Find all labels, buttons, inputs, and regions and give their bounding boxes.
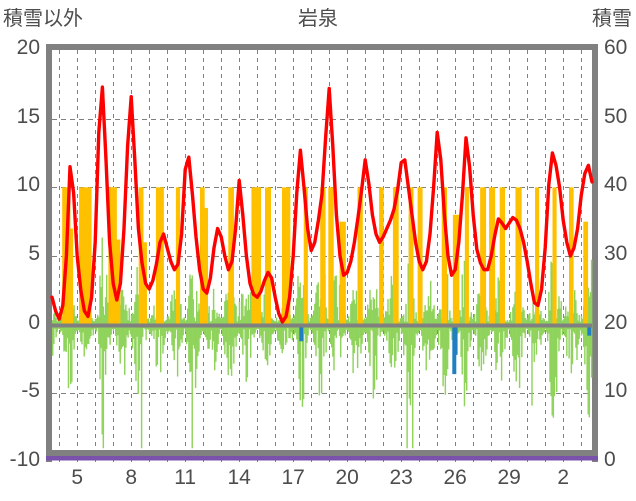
right-axis-title: 積雪 — [592, 8, 632, 30]
chart-title: 岩泉 — [298, 8, 338, 30]
y-right-tick-label: 50 — [604, 104, 628, 128]
y-right-tick-label: 20 — [604, 310, 628, 334]
y-right-tick-label: 60 — [604, 36, 628, 59]
y-right-tick-label: 40 — [604, 173, 628, 197]
x-tick-label: 8 — [125, 466, 138, 489]
y-right-tick-label: 30 — [604, 242, 628, 265]
x-tick-label: 2 — [557, 466, 570, 489]
plot-area — [46, 44, 598, 462]
x-tick-label: 5 — [71, 466, 84, 489]
left-axis-title: 積雪以外 — [3, 8, 83, 30]
y-right-tick-label: 10 — [604, 379, 628, 403]
temperature-line — [50, 85, 594, 324]
x-tick-label: 17 — [281, 466, 305, 489]
y-left-tick-label: 0 — [28, 310, 40, 334]
y-left-tick-label: 5 — [28, 242, 40, 265]
x-tick-label: 23 — [389, 466, 413, 489]
plot-canvas — [46, 50, 598, 462]
y-left-tick-label: 20 — [16, 36, 40, 59]
x-tick-label: 11 — [174, 466, 197, 489]
x-tick-label: 20 — [335, 466, 359, 489]
y-left-tick-label: 10 — [16, 173, 40, 197]
y-right-tick-label: 0 — [604, 448, 616, 471]
x-tick-label: 14 — [227, 466, 251, 489]
y-left-tick-label: -5 — [21, 379, 40, 403]
x-tick-label: 29 — [497, 466, 521, 489]
snowfall-bars — [299, 324, 592, 375]
x-tick-label: 26 — [443, 466, 467, 489]
y-left-tick-label: 15 — [16, 104, 40, 128]
y-left-tick-label: -10 — [9, 448, 40, 471]
